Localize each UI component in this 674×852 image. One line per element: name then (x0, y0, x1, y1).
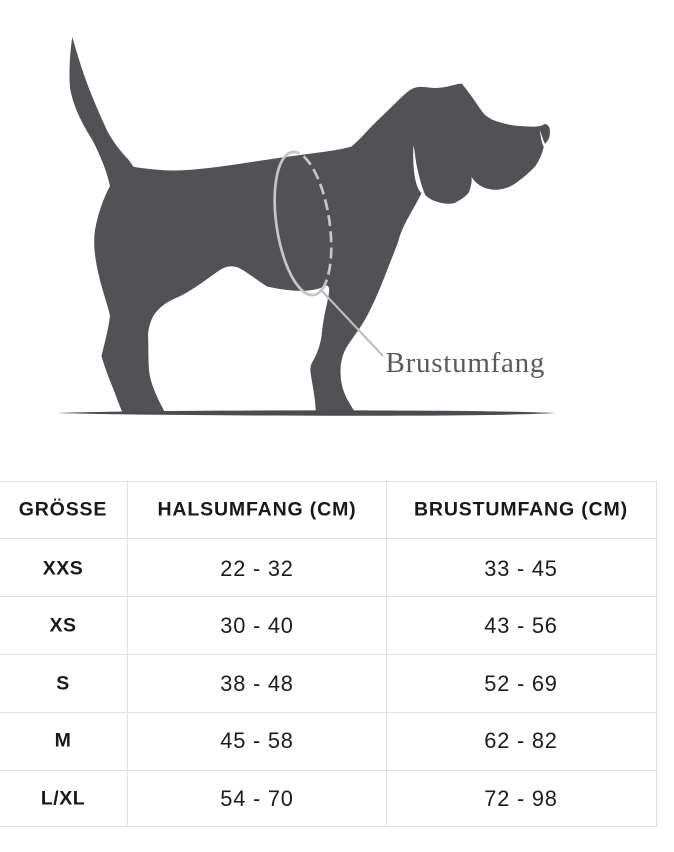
svg-text:Brustumfang: Brustumfang (386, 347, 546, 379)
